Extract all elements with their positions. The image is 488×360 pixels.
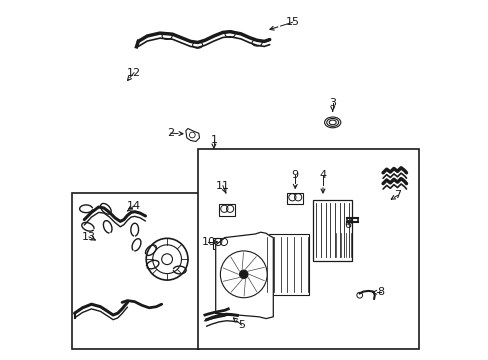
Text: 7: 7 <box>393 190 400 201</box>
Text: 3: 3 <box>328 98 336 108</box>
Text: 15: 15 <box>285 17 299 27</box>
Text: 2: 2 <box>167 128 174 138</box>
Polygon shape <box>215 232 273 319</box>
Bar <box>312 200 352 261</box>
Text: 12: 12 <box>127 68 141 78</box>
Bar <box>264 234 309 295</box>
Circle shape <box>239 270 247 279</box>
Text: 8: 8 <box>376 287 384 297</box>
Text: 10: 10 <box>201 237 215 247</box>
Text: 1: 1 <box>210 135 217 145</box>
Text: 6: 6 <box>344 220 351 230</box>
Text: 4: 4 <box>319 170 326 180</box>
Text: 13: 13 <box>82 232 96 242</box>
Bar <box>287 193 303 204</box>
Bar <box>213 238 228 249</box>
Text: 14: 14 <box>127 201 141 211</box>
Text: 5: 5 <box>238 320 244 330</box>
Bar <box>72 193 199 349</box>
Bar <box>197 149 418 349</box>
Bar <box>219 204 235 216</box>
Text: 11: 11 <box>216 181 229 191</box>
Text: 9: 9 <box>291 170 298 180</box>
